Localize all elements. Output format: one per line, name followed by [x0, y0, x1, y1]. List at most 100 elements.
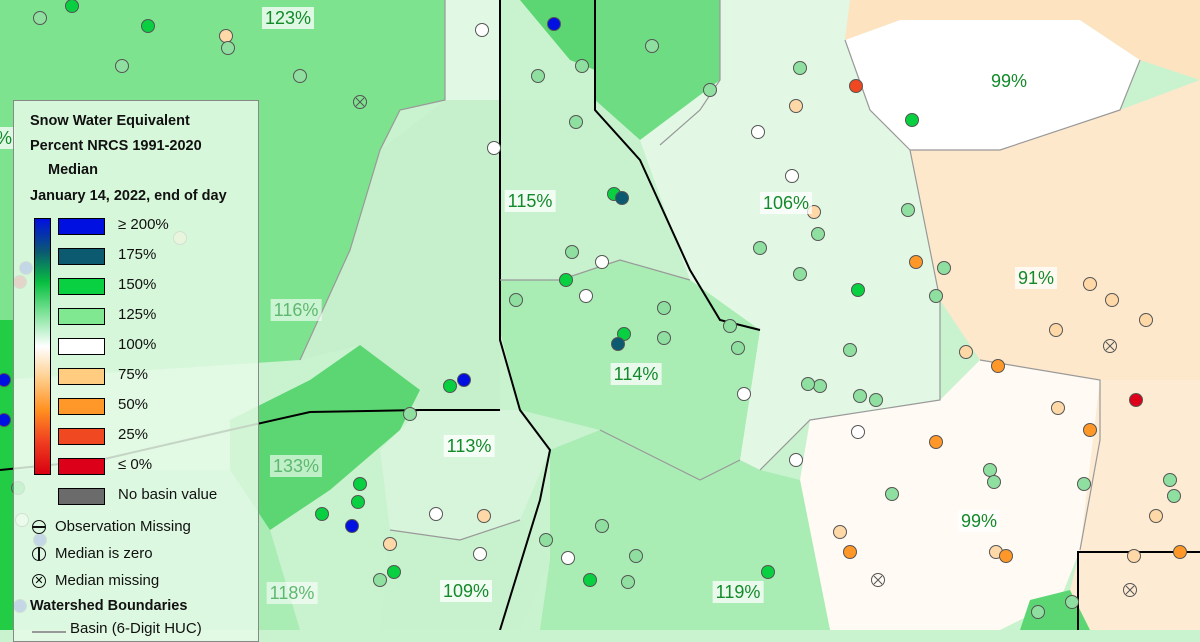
basin-119[interactable]: [540, 430, 830, 630]
snotel-station[interactable]: [657, 331, 671, 345]
snotel-station[interactable]: [1065, 595, 1079, 609]
snotel-station[interactable]: [0, 373, 11, 387]
snotel-station[interactable]: [761, 565, 775, 579]
snotel-station[interactable]: [901, 203, 915, 217]
snotel-station[interactable]: [1149, 509, 1163, 523]
snotel-station[interactable]: [929, 289, 943, 303]
snotel-station[interactable]: [793, 267, 807, 281]
snotel-station[interactable]: [645, 39, 659, 53]
snotel-station[interactable]: [221, 41, 235, 55]
snotel-station[interactable]: [387, 565, 401, 579]
snotel-station[interactable]: [429, 507, 443, 521]
snotel-station[interactable]: [457, 373, 471, 387]
snotel-station[interactable]: [1031, 605, 1045, 619]
snotel-station[interactable]: [723, 319, 737, 333]
snotel-station[interactable]: [833, 525, 847, 539]
snotel-station[interactable]: [65, 0, 79, 13]
snotel-station[interactable]: [1051, 401, 1065, 415]
snotel-station[interactable]: [475, 23, 489, 37]
snotel-station[interactable]: [293, 69, 307, 83]
snotel-station[interactable]: [531, 69, 545, 83]
snotel-station[interactable]: [383, 537, 397, 551]
basin-116[interactable]: [300, 100, 500, 410]
snotel-station[interactable]: [1167, 489, 1181, 503]
snotel-station[interactable]: [843, 343, 857, 357]
snotel-station[interactable]: [115, 59, 129, 73]
basin-top-green2[interactable]: [520, 0, 595, 70]
snotel-station[interactable]: [0, 413, 11, 427]
snotel-station[interactable]: [629, 549, 643, 563]
snotel-station[interactable]: [737, 387, 751, 401]
snotel-station[interactable]: [611, 337, 625, 351]
median-missing-station-icon[interactable]: [1103, 339, 1117, 353]
snotel-station[interactable]: [753, 241, 767, 255]
snotel-station[interactable]: [811, 227, 825, 241]
snotel-station[interactable]: [575, 59, 589, 73]
basin-106[interactable]: [640, 0, 940, 470]
snotel-station[interactable]: [1173, 545, 1187, 559]
snotel-station[interactable]: [473, 547, 487, 561]
snotel-station[interactable]: [569, 115, 583, 129]
snotel-station[interactable]: [853, 389, 867, 403]
snotel-station[interactable]: [1077, 477, 1091, 491]
snotel-station[interactable]: [1127, 549, 1141, 563]
snotel-station[interactable]: [33, 11, 47, 25]
snotel-station[interactable]: [905, 113, 919, 127]
snotel-station[interactable]: [621, 575, 635, 589]
basin-left-dark[interactable]: [0, 320, 14, 630]
basin-133[interactable]: [230, 345, 420, 530]
snotel-station[interactable]: [999, 549, 1013, 563]
snotel-station[interactable]: [547, 17, 561, 31]
snotel-station[interactable]: [487, 141, 501, 155]
basin-orange-top[interactable]: [845, 0, 1200, 80]
snotel-station[interactable]: [789, 453, 803, 467]
snotel-station[interactable]: [509, 293, 523, 307]
snotel-station[interactable]: [657, 301, 671, 315]
snotel-station[interactable]: [315, 507, 329, 521]
snotel-station[interactable]: [353, 477, 367, 491]
snotel-station[interactable]: [929, 435, 943, 449]
snotel-station[interactable]: [615, 191, 629, 205]
snotel-station[interactable]: [793, 61, 807, 75]
snotel-station[interactable]: [851, 425, 865, 439]
basin-115[interactable]: [500, 100, 690, 280]
snotel-station[interactable]: [443, 379, 457, 393]
snotel-station[interactable]: [561, 551, 575, 565]
snotel-station[interactable]: [373, 573, 387, 587]
snotel-station[interactable]: [595, 255, 609, 269]
basin-99-bottom[interactable]: [800, 360, 1100, 630]
snotel-station[interactable]: [141, 19, 155, 33]
snotel-station[interactable]: [1083, 277, 1097, 291]
snotel-station[interactable]: [991, 359, 1005, 373]
snotel-station[interactable]: [595, 519, 609, 533]
snotel-station[interactable]: [403, 407, 417, 421]
snotel-station[interactable]: [703, 83, 717, 97]
median-missing-station-icon[interactable]: [871, 573, 885, 587]
snotel-station[interactable]: [345, 519, 359, 533]
snotel-station[interactable]: [869, 393, 883, 407]
basin-top-pale[interactable]: [445, 0, 500, 100]
snotel-station[interactable]: [785, 169, 799, 183]
snotel-station[interactable]: [801, 377, 815, 391]
snotel-station[interactable]: [1129, 393, 1143, 407]
snotel-station[interactable]: [1139, 313, 1153, 327]
snotel-station[interactable]: [885, 487, 899, 501]
basin-orange-bottom[interactable]: [1060, 380, 1200, 630]
snotel-station[interactable]: [539, 533, 553, 547]
snotel-station[interactable]: [789, 99, 803, 113]
snotel-station[interactable]: [351, 495, 365, 509]
snotel-station[interactable]: [813, 379, 827, 393]
snotel-station[interactable]: [559, 273, 573, 287]
snotel-station[interactable]: [909, 255, 923, 269]
snotel-station[interactable]: [579, 289, 593, 303]
snotel-station[interactable]: [851, 283, 865, 297]
snotel-station[interactable]: [987, 475, 1001, 489]
snotel-station[interactable]: [565, 245, 579, 259]
snotel-station[interactable]: [983, 463, 997, 477]
median-missing-station-icon[interactable]: [1123, 583, 1137, 597]
snotel-station[interactable]: [959, 345, 973, 359]
snotel-station[interactable]: [1105, 293, 1119, 307]
snotel-station[interactable]: [477, 509, 491, 523]
snotel-station[interactable]: [843, 545, 857, 559]
snotel-station[interactable]: [1083, 423, 1097, 437]
